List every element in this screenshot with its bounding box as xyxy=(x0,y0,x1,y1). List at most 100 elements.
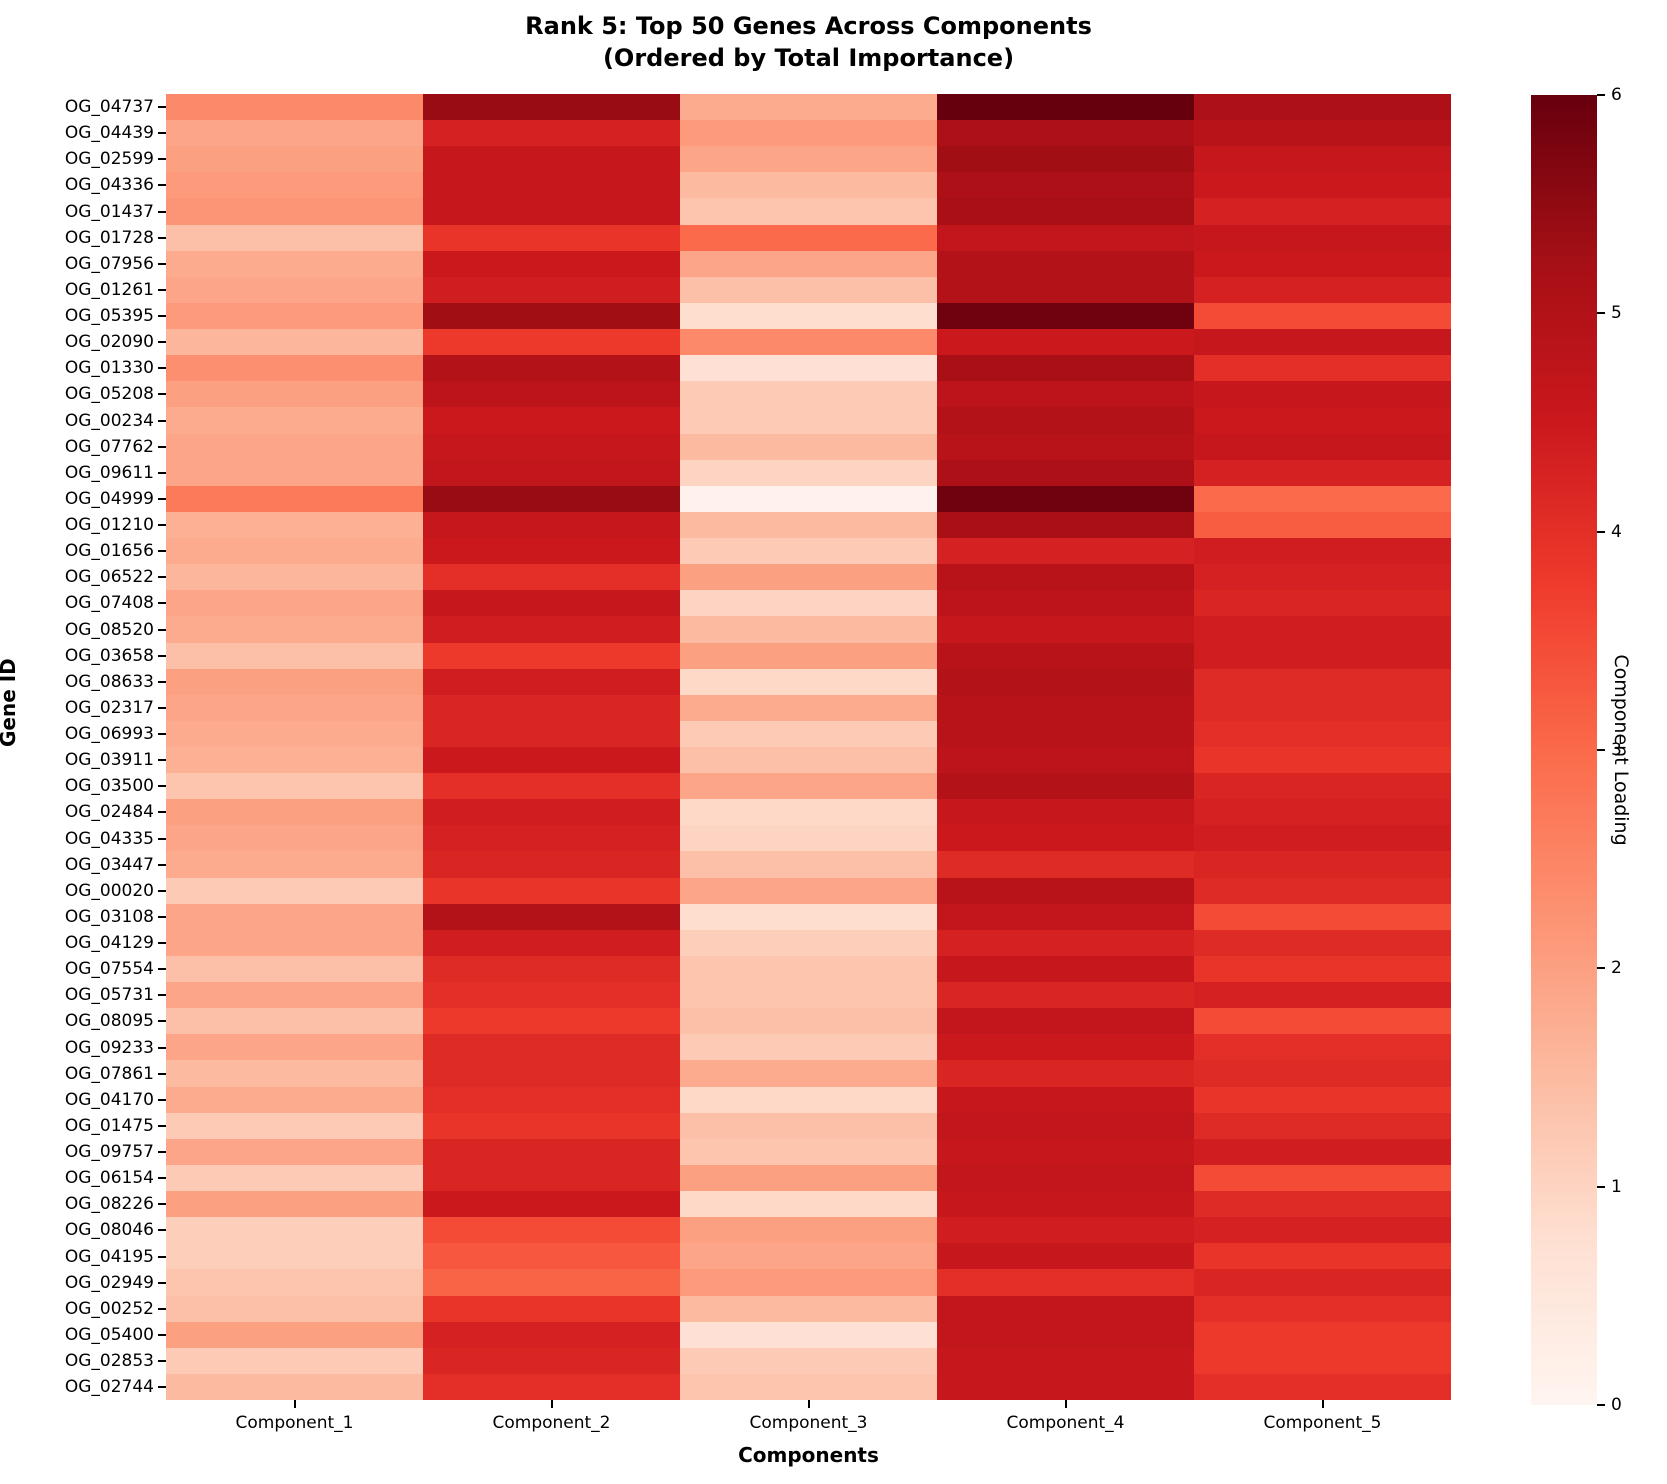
x-tick: Component_4 xyxy=(937,1400,1194,1433)
heatmap-cell xyxy=(423,1164,680,1192)
heatmap-cell xyxy=(937,799,1194,826)
heatmap-cell xyxy=(166,955,423,983)
gene-id-label: OG_08633 xyxy=(64,671,154,692)
y-tick-mark xyxy=(158,1151,166,1154)
heatmap-cell xyxy=(937,224,1194,251)
heatmap-cell xyxy=(1194,590,1451,617)
heatmap-cell xyxy=(1194,825,1451,852)
heatmap-cell xyxy=(423,616,680,643)
heatmap-cell xyxy=(937,120,1194,147)
y-tick-mark xyxy=(158,706,166,709)
heatmap-cell xyxy=(166,747,423,774)
heatmap-cell xyxy=(680,1008,937,1035)
gene-id-label: OG_09757 xyxy=(64,1142,154,1163)
heatmap-cell xyxy=(166,1217,423,1244)
heatmap-grid xyxy=(166,94,1451,1400)
heatmap-cell xyxy=(166,407,423,434)
gene-id-label: OG_00252 xyxy=(64,1298,154,1319)
heatmap-cell xyxy=(423,1112,680,1139)
heatmap-cell xyxy=(937,381,1194,408)
heatmap-cell xyxy=(1194,1164,1451,1192)
heatmap-cell xyxy=(1194,1217,1451,1244)
heatmap-cell xyxy=(166,903,423,930)
heatmap-cell xyxy=(166,1112,423,1139)
heatmap-cell xyxy=(166,1191,423,1218)
gene-id-label: OG_04170 xyxy=(64,1089,154,1110)
heatmap-cell xyxy=(166,511,423,539)
heatmap-cell xyxy=(937,1112,1194,1139)
heatmap-cell xyxy=(423,1034,680,1061)
heatmap-cell xyxy=(423,1321,680,1348)
y-tick-label: OG_04999 xyxy=(0,486,166,512)
heatmap-cell xyxy=(937,668,1194,695)
heatmap-cell xyxy=(423,877,680,904)
heatmap-cell xyxy=(937,1347,1194,1374)
y-tick-label: OG_07861 xyxy=(0,1061,166,1087)
gene-id-label: OG_08046 xyxy=(64,1220,154,1241)
heatmap-cell xyxy=(166,329,423,356)
chart-title-line1: Rank 5: Top 50 Genes Across Components xyxy=(525,12,1092,40)
heatmap-cell xyxy=(680,1112,937,1139)
heatmap-cell xyxy=(680,1191,937,1218)
heatmap-cell xyxy=(680,825,937,852)
gene-id-label: OG_09233 xyxy=(64,1037,154,1058)
heatmap-cell xyxy=(166,877,423,904)
heatmap-cell xyxy=(937,773,1194,800)
heatmap-cell xyxy=(1194,485,1451,512)
y-tick-label: OG_06522 xyxy=(0,564,166,590)
y-tick-label: OG_07956 xyxy=(0,251,166,277)
y-tick-mark xyxy=(158,106,166,109)
heatmap-cell xyxy=(1194,1269,1451,1296)
heatmap-cell xyxy=(423,1243,680,1270)
gene-id-label: OG_00234 xyxy=(64,410,154,431)
heatmap-cell xyxy=(166,198,423,225)
heatmap-cell xyxy=(423,511,680,539)
y-tick-mark xyxy=(158,158,166,161)
heatmap-cell xyxy=(423,329,680,356)
heatmap-cell xyxy=(680,1138,937,1165)
heatmap-cell xyxy=(937,616,1194,643)
y-tick-mark xyxy=(158,1020,166,1023)
gene-id-label: OG_06993 xyxy=(64,724,154,745)
heatmap-cell xyxy=(166,825,423,852)
y-tick-label: OG_04336 xyxy=(0,172,166,198)
gene-id-label: OG_04195 xyxy=(64,1246,154,1267)
gene-id-label: OG_04737 xyxy=(64,97,154,118)
y-tick-label: OG_06993 xyxy=(0,721,166,747)
gene-id-label: OG_02599 xyxy=(64,149,154,170)
y-tick-label: OG_01437 xyxy=(0,199,166,225)
x-tick: Component_2 xyxy=(423,1400,680,1433)
gene-id-label: OG_07861 xyxy=(64,1063,154,1084)
heatmap-cell xyxy=(423,538,680,565)
heatmap-cell xyxy=(423,250,680,277)
component-label: Component_5 xyxy=(1263,1413,1382,1433)
heatmap-cell xyxy=(937,485,1194,512)
gene-id-label: OG_07554 xyxy=(64,959,154,980)
y-tick-label: OG_05400 xyxy=(0,1322,166,1348)
gene-id-label: OG_02090 xyxy=(64,332,154,353)
y-tick-label: OG_01728 xyxy=(0,225,166,251)
y-tick-mark xyxy=(158,367,166,370)
heatmap-cell xyxy=(1194,1373,1451,1400)
heatmap-cell xyxy=(680,668,937,695)
component-label: Component_3 xyxy=(749,1413,868,1433)
gene-id-label: OG_04335 xyxy=(64,828,154,849)
heatmap-cell xyxy=(166,1034,423,1061)
heatmap-cell xyxy=(166,485,423,512)
heatmap-cell xyxy=(680,590,937,617)
y-tick-label: OG_04170 xyxy=(0,1087,166,1113)
heatmap-cell xyxy=(680,747,937,774)
y-tick-label: OG_00020 xyxy=(0,878,166,904)
heatmap-cell xyxy=(1194,1112,1451,1139)
colorbar-tick-mark xyxy=(1597,1185,1605,1188)
heatmap-cell xyxy=(1194,1243,1451,1270)
heatmap-cell xyxy=(423,668,680,695)
heatmap-cell xyxy=(937,302,1194,330)
heatmap-cell xyxy=(423,1347,680,1374)
heatmap-cell xyxy=(937,903,1194,930)
heatmap-cell xyxy=(423,381,680,408)
colorbar-gradient xyxy=(1531,95,1597,1405)
heatmap-cell xyxy=(166,302,423,330)
heatmap-cell xyxy=(166,564,423,591)
y-tick-mark xyxy=(158,1203,166,1206)
